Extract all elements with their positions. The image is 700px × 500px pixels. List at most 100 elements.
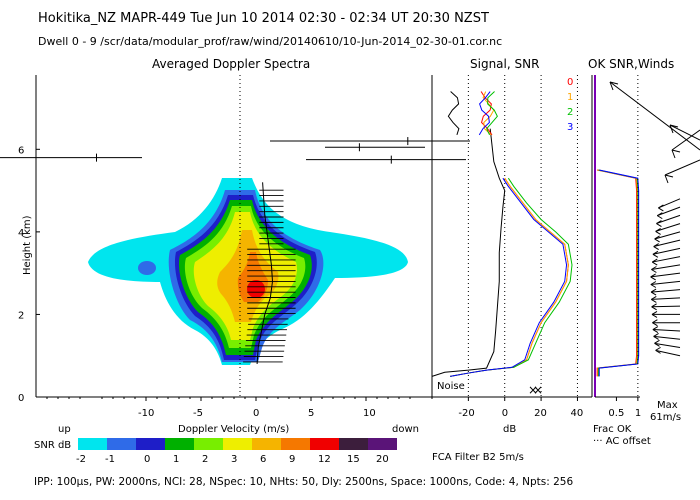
wind-barb-head [652,322,658,327]
wind-barb [652,329,681,332]
y-axis-label: Height (km) [22,215,33,275]
wind-barb-head [653,335,659,340]
wind-barb-head [651,303,657,308]
wind-barb-head [652,253,659,258]
up-label: up [58,424,71,435]
signal-series-noise [431,128,506,377]
wind-barb-head [651,258,658,263]
x-tick-label: -5 [193,408,203,419]
channel-label: 2 [567,107,573,118]
legend-value: 20 [376,454,389,465]
wind-barb [655,349,681,357]
wind-barb-head [653,246,659,250]
channel-label: 0 [567,77,573,88]
wind-barb-head [653,332,659,337]
signal-upper-trace [480,91,493,136]
wind-barb [651,264,681,270]
wind-barb-head [654,235,660,240]
wind-barb-head [658,207,664,212]
wind-barbs [609,81,700,357]
ok-panel: 0.5 1 Frac OK ··· AC offset Max 61m/s [593,75,700,447]
wind-barb-head [656,223,662,227]
wind-barb-head [650,276,656,281]
wind-barb-head [655,230,661,235]
signal-upper-trace [447,91,460,136]
wind-barb-head [651,269,657,273]
wind-barb-head [651,314,658,318]
channel-label: 3 [567,122,573,133]
legend-color-box [223,438,252,450]
wind-barb [653,335,681,340]
wind-arrow-head [609,81,614,91]
spectral-width-bars [243,189,296,363]
noise-label: Noise [437,381,465,392]
signal-upper-trace [486,91,498,136]
legend-value: 9 [289,454,295,465]
wind-barb-head [657,215,663,220]
ok-x-ticks: 0.5 1 [608,397,641,419]
wind-arrow-upper [664,159,700,176]
wind-barb [654,231,681,240]
wind-barb-head [650,273,656,278]
channel-label: 1 [567,92,573,103]
legend-value: 6 [260,454,266,465]
wind-barb-head [654,238,660,243]
legend-color-box [136,438,165,450]
wind-barb-head [658,204,664,209]
down-label: down [392,424,419,435]
wind-barb [652,247,681,255]
signal-title: Signal, SNR [470,57,539,71]
legend-color-box [339,438,368,450]
max-value: 61m/s [650,412,681,423]
noise-marker-x2: × [533,383,543,397]
header-line2: Dwell 0 - 9 /scr/data/modular_prof/raw/w… [38,35,502,48]
contour-red-peak [247,280,265,298]
legend-color-box [194,438,223,450]
wind-arrow-head [664,174,669,184]
frac-ok-label: Frac OK [593,424,632,435]
legend-value: 1 [173,454,179,465]
legend-value: -2 [76,454,86,465]
wind-arrow-head [609,81,619,85]
ok-title: OK SNR,Winds [588,57,674,71]
signal-upper-trace [478,91,491,136]
wind-barb [650,280,681,285]
y-tick-label: 2 [18,310,24,321]
wind-barb [655,223,681,232]
wind-barb [656,214,681,224]
legend-value: -1 [105,454,115,465]
wind-barb [653,239,681,247]
footer-params: IPP: 100µs, PW: 2000ns, NCI: 28, NSpec: … [34,476,573,488]
wind-barb-head [657,212,663,217]
wind-barb [658,198,681,209]
snr-legend: SNR dB -2 -1 0 1 2 3 6 9 12 15 20 [34,438,397,465]
spectra-x-ticks: -10 -5 0 5 10 [46,397,433,419]
legend-value: 2 [202,454,208,465]
wind-barb [654,342,681,348]
wind-barb [651,305,681,308]
wind-arrow-upper [671,129,700,151]
signal-x-label: dB [503,424,516,435]
snr-legend-label: SNR dB [34,440,71,451]
wind-barb-head [651,306,657,311]
wind-barb-head [652,326,659,330]
off-scale-marks [0,137,470,164]
contour-blue-spot [138,261,156,275]
legend-value: 15 [347,454,360,465]
wind-barb-head [652,250,659,255]
header-line1: Hokitika_NZ MAPR-449 Tue Jun 10 2014 02:… [38,11,489,26]
legend-color-box [107,438,136,450]
wind-barb-head [652,329,659,333]
frac-ok-line [598,169,639,377]
spectra-panel: 0 2 4 6 -10 -5 0 5 10 Height (km) Doppler Veloc… [0,75,470,435]
y-tick-label: 4 [18,228,24,239]
wind-arrow-upper [669,124,700,141]
ac-offset-text: AC offset [606,436,651,447]
wind-barb [657,206,681,217]
wind-barb-head [651,311,658,315]
legend-color-box [368,438,397,450]
spectra-title: Averaged Doppler Spectra [152,57,310,71]
legend-value: 12 [318,454,331,465]
legend-color-box [252,438,281,450]
